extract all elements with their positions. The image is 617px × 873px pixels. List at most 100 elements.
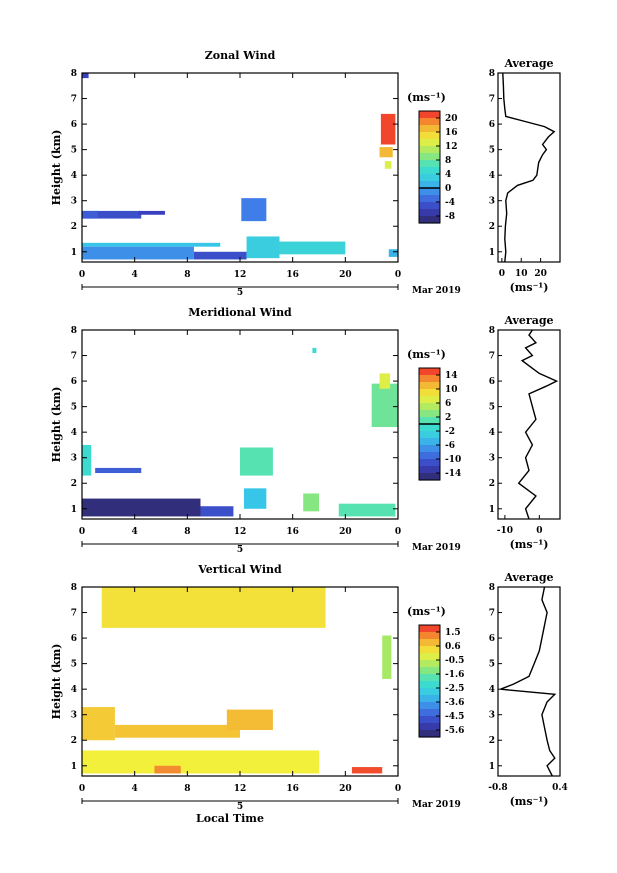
y-tick-label: 4 xyxy=(71,428,77,438)
heatmap-cell xyxy=(82,242,221,247)
panel-title: Zonal Wind xyxy=(205,49,276,62)
average-y-tick-label: 4 xyxy=(489,428,495,438)
x-tick-label: 16 xyxy=(286,527,299,537)
x-tick-label: 12 xyxy=(234,527,247,537)
y-axis-label: Height (km) xyxy=(50,387,63,463)
average-title: Average xyxy=(503,571,553,584)
colorbar-segment xyxy=(419,459,440,467)
colorbar-segment xyxy=(419,146,440,154)
colorbar-segment xyxy=(419,181,440,189)
colorbar-segment xyxy=(419,625,440,633)
heatmap-cell xyxy=(82,707,115,741)
x-tick-label: 8 xyxy=(184,270,190,280)
heatmap-cell xyxy=(226,709,273,731)
average-y-tick-label: 1 xyxy=(489,248,495,258)
colorbar-segment xyxy=(419,216,440,224)
colorbar-segment xyxy=(419,639,440,647)
y-tick-label: 7 xyxy=(71,95,77,105)
colorbar-segment xyxy=(419,632,440,640)
average-y-tick-label: 8 xyxy=(489,69,495,79)
average-y-tick-label: 3 xyxy=(489,711,495,721)
y-tick-label: 8 xyxy=(71,326,77,336)
colorbar-segment xyxy=(419,111,440,119)
colorbar-segment xyxy=(419,153,440,161)
date-label: Mar 2019 xyxy=(412,543,461,553)
day-label: 5 xyxy=(237,545,243,555)
heatmap-cell xyxy=(82,498,201,517)
heatmap-cell xyxy=(384,161,392,169)
colorbar-tick-label: 1.5 xyxy=(445,628,461,638)
date-label: Mar 2019 xyxy=(412,286,461,296)
average-y-tick-label: 5 xyxy=(489,660,495,670)
y-tick-label: 1 xyxy=(71,505,77,515)
colorbar-unit: (ms⁻¹) xyxy=(407,348,446,361)
colorbar-segment xyxy=(419,417,440,425)
average-y-tick-label: 1 xyxy=(489,762,495,772)
colorbar-segment xyxy=(419,174,440,182)
y-tick-label: 8 xyxy=(71,583,77,593)
colorbar-segment xyxy=(419,188,440,196)
colorbar-unit: (ms⁻¹) xyxy=(407,91,446,104)
colorbar-segment xyxy=(419,375,440,383)
average-x-tick-label: 10 xyxy=(515,269,528,279)
heatmap-cell xyxy=(303,493,319,512)
y-tick-label: 5 xyxy=(71,403,77,413)
colorbar-tick-label: 8 xyxy=(445,156,451,166)
colorbar-segment xyxy=(419,667,440,675)
average-x-label: (ms⁻¹) xyxy=(510,281,549,294)
colorbar-segment xyxy=(419,723,440,731)
colorbar-tick-label: -6 xyxy=(445,441,455,451)
colorbar-segment xyxy=(419,382,440,390)
colorbar-segment xyxy=(419,160,440,168)
heatmap-cell xyxy=(382,635,392,679)
average-y-tick-label: 6 xyxy=(489,120,495,130)
x-tick-label: 20 xyxy=(339,270,352,280)
x-tick-label: 8 xyxy=(184,784,190,794)
day-label: 5 xyxy=(237,802,243,812)
x-tick-label: 0 xyxy=(79,784,85,794)
y-tick-label: 6 xyxy=(71,634,77,644)
x-tick-label: 0 xyxy=(79,527,85,537)
colorbar-segment xyxy=(419,410,440,418)
colorbar-tick-label: 0 xyxy=(445,184,451,194)
heatmap-cell xyxy=(82,750,319,774)
average-frame xyxy=(497,586,561,777)
colorbar-tick-label: -1.6 xyxy=(445,670,464,680)
day-label: 5 xyxy=(237,288,243,298)
colorbar-segment xyxy=(419,195,440,203)
x-tick-label: 0 xyxy=(79,270,85,280)
average-x-tick-label: 0 xyxy=(536,526,542,536)
heatmap-cell xyxy=(351,767,383,774)
average-x-tick-label: -10 xyxy=(497,526,513,536)
colorbar-tick-label: -2 xyxy=(445,427,455,437)
average-y-tick-label: 8 xyxy=(489,326,495,336)
heatmap-cell xyxy=(154,765,181,774)
y-tick-label: 3 xyxy=(71,197,77,207)
colorbar-tick-label: 0.6 xyxy=(445,642,461,652)
colorbar-tick-label: 10 xyxy=(445,385,458,395)
colorbar-segment xyxy=(419,709,440,717)
colorbar-tick-label: -4 xyxy=(445,198,455,208)
colorbar-segment xyxy=(419,674,440,682)
average-x-label: (ms⁻¹) xyxy=(510,795,549,808)
average-y-tick-label: 2 xyxy=(489,222,495,232)
x-tick-label: 4 xyxy=(132,527,138,537)
colorbar-frame xyxy=(418,110,441,224)
colorbar-unit: (ms⁻¹) xyxy=(407,605,446,618)
x-tick-label: 0 xyxy=(395,784,401,794)
colorbar-tick-label: 14 xyxy=(445,371,458,381)
average-frame xyxy=(497,72,561,263)
colorbar-segment xyxy=(419,695,440,703)
colorbar-segment xyxy=(419,139,440,147)
average-y-tick-label: 8 xyxy=(489,583,495,593)
colorbar-segment xyxy=(419,702,440,710)
date-label: Mar 2019 xyxy=(412,800,461,810)
y-tick-label: 3 xyxy=(71,711,77,721)
average-y-tick-label: 5 xyxy=(489,146,495,156)
x-tick-label: 20 xyxy=(339,527,352,537)
colorbar-frame xyxy=(418,624,441,738)
y-axis-label: Height (km) xyxy=(50,130,63,206)
x-tick-label: 0 xyxy=(395,527,401,537)
x-tick-label: 20 xyxy=(339,784,352,794)
average-y-tick-label: 4 xyxy=(489,171,495,181)
